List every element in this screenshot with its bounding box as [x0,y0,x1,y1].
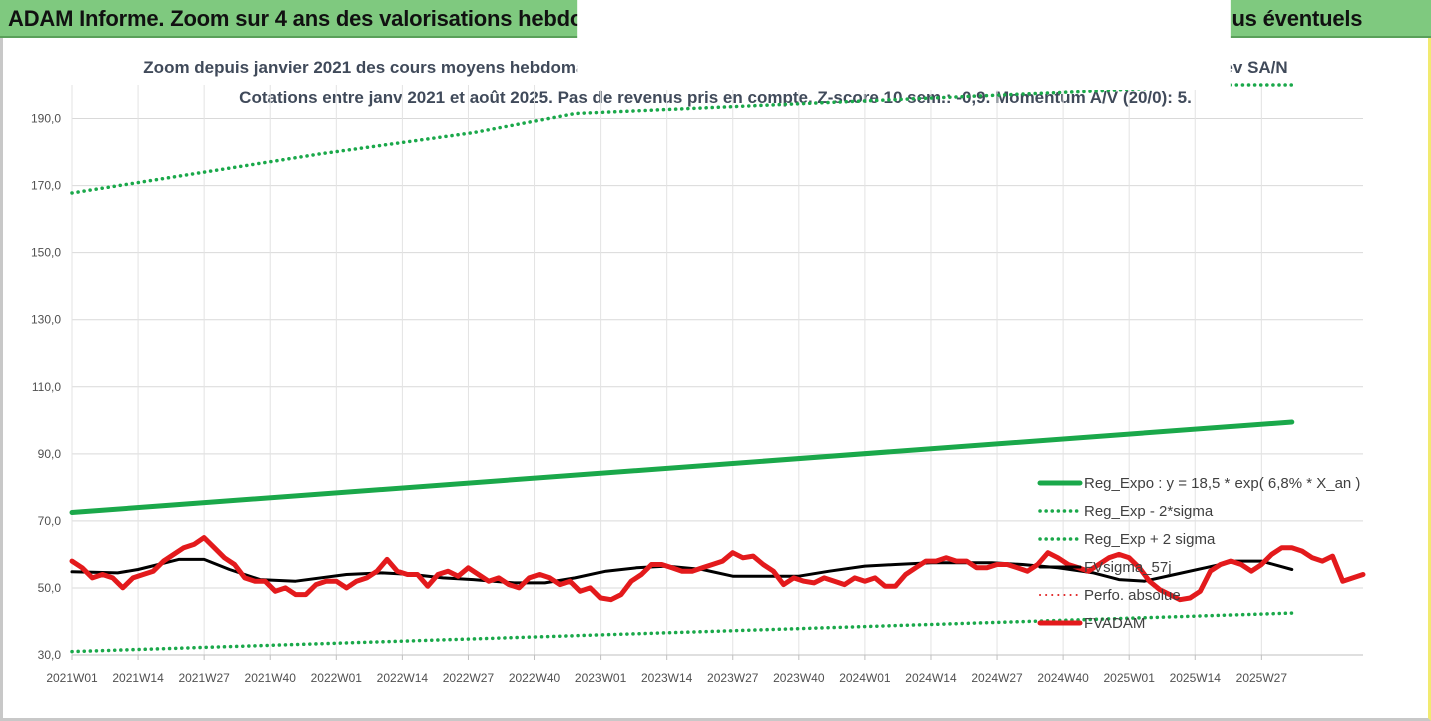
y-tick-label: 90,0 [38,447,62,461]
y-axis: 30,0 50,0 70,0 90,0 110,0 130,0 150,0 170,0 190,… [31,112,61,662]
x-tick-label: 2021W40 [245,671,297,685]
x-tick-label: 2023W14 [641,671,693,685]
x-tick-label: 2024W27 [971,671,1023,685]
y-tick-label: 150,0 [31,246,61,260]
legend-label-5: FVADAM [1084,615,1145,632]
y-tick-label: 110,0 [32,380,61,394]
x-tick-label: 2022W40 [509,671,561,685]
x-tick-label: 2023W27 [707,671,759,685]
series-line-2 [70,83,1294,195]
x-tick-label: 2024W14 [905,671,957,685]
legend-label-0: Reg_Expo : y = 18,5 * exp( 6,8% * X_an ) [1084,475,1360,492]
x-tick-label: 2023W40 [773,671,825,685]
legend: Reg_Expo : y = 18,5 * exp( 6,8% * X_an )… [1037,475,1360,632]
x-tick-label: 2022W14 [377,671,429,685]
y-tick-label: 190,0 [31,112,61,126]
x-tick-label: 2025W14 [1170,671,1222,685]
chart-subtitle: Cotations entre janv 2021 et août 2025. … [239,88,1192,107]
series-line-5 [69,535,1366,603]
series-line-0 [69,419,1295,515]
x-tick-label: 2021W01 [46,671,98,685]
x-tick-label: 2022W27 [443,671,495,685]
x-tick-label: 2023W01 [575,671,627,685]
legend-label-3: FVsigma_57j [1084,559,1172,576]
x-tick-label: 2025W27 [1236,671,1288,685]
x-tick-label: 2022W01 [311,671,363,685]
chart-frame [0,38,1431,721]
y-tick-label: 130,0 [31,313,61,327]
y-tick-label: 70,0 [38,514,62,528]
x-tick-label: 2024W40 [1037,671,1089,685]
series-line-1 [70,611,1294,654]
y-tick-label: 170,0 [31,179,61,193]
y-tick-label: 30,0 [38,648,62,662]
legend-label-1: Reg_Exp - 2*sigma [1084,503,1214,520]
x-tick-label: 2024W01 [839,671,891,685]
y-tick-label: 50,0 [38,581,62,595]
x-tick-label: 2025W01 [1104,671,1156,685]
plot-top-mask [577,0,1231,90]
x-tick-label: 2021W27 [178,671,230,685]
legend-label-2: Reg_Exp + 2 sigma [1084,531,1216,548]
x-tick-label: 2021W14 [112,671,164,685]
legend-label-4: Perfo. absolue [1084,587,1181,604]
plot-area [69,0,1366,654]
x-axis: 2021W01 2021W14 2021W27 2021W40 2022W01 2022W… [46,654,1363,685]
